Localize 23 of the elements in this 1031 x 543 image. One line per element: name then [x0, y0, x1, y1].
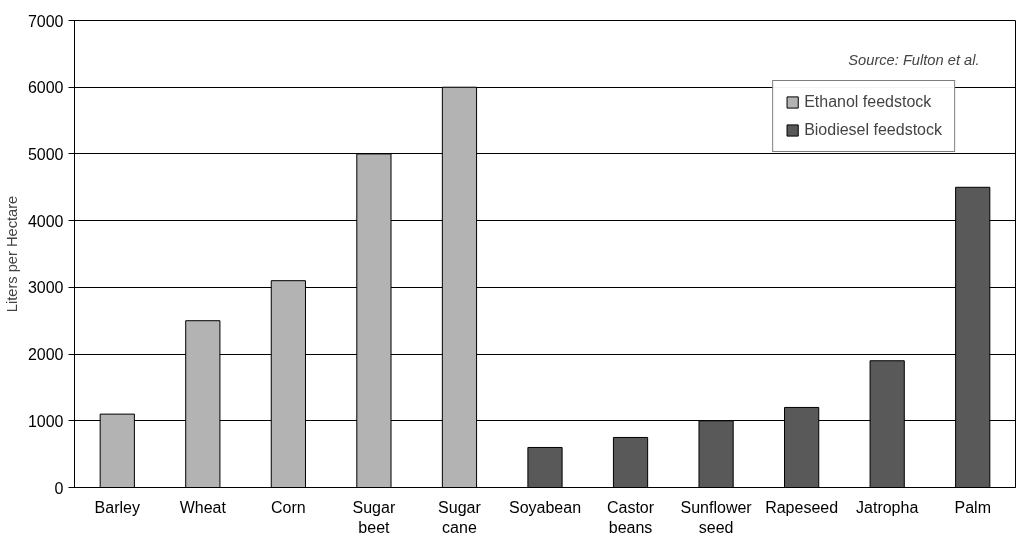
y-tick-label: 2000	[27, 346, 64, 364]
y-axis-title: Liters per Hectare	[3, 195, 20, 313]
x-tick-label: Jatropha	[856, 498, 919, 516]
x-tick-label: Sunflower seed	[680, 498, 753, 536]
y-tick-label: 1000	[27, 412, 64, 430]
legend-label: Ethanol feedstock	[804, 93, 932, 111]
x-tick-label: Castor beans	[606, 498, 655, 536]
x-tick-label: Corn	[271, 498, 306, 516]
x-tick-label: Soyabean	[508, 498, 582, 516]
y-tick-label: 7000	[27, 12, 64, 30]
x-tick-label: Wheat	[179, 498, 227, 516]
legend-label: Biodiesel feedstock	[804, 121, 942, 139]
y-tick-label: 6000	[27, 79, 64, 97]
y-tick-label: 5000	[27, 145, 64, 163]
y-tick-label: 3000	[27, 279, 64, 297]
x-tick-label: Rapeseed	[765, 498, 839, 516]
x-tick-label: Palm	[954, 498, 991, 516]
y-tick-label: 0	[54, 479, 64, 497]
annotation: Source: Fulton et al.	[848, 51, 980, 68]
x-tick-label: Barley	[94, 498, 140, 516]
x-tick-label: Sugar beet	[352, 498, 396, 536]
y-tick-label: 4000	[27, 212, 64, 230]
x-tick-label: Sugar cane	[438, 498, 482, 536]
